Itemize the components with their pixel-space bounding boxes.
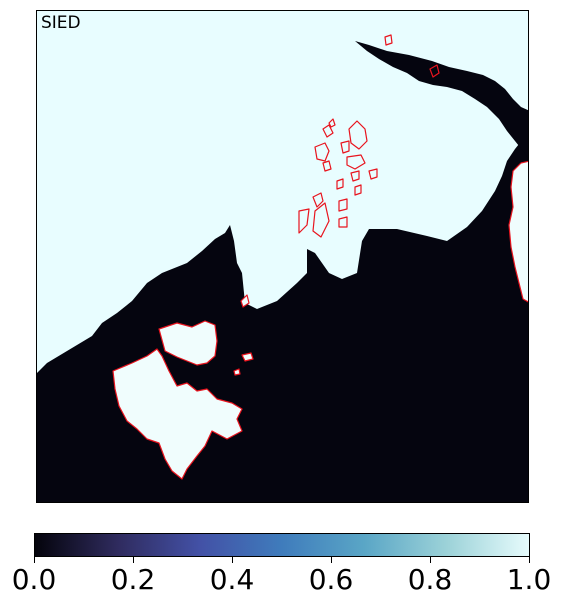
northern-water-patch (355, 41, 528, 159)
colorbar-tick (232, 557, 233, 563)
ice-island-16 (328, 118, 336, 128)
ice-island-1 (348, 120, 368, 150)
ice-island-6 (322, 160, 332, 172)
ice-island-3 (314, 142, 330, 162)
colorbar-tick-label: 1.0 (506, 563, 552, 596)
ice-island-12 (312, 192, 324, 208)
land-southwest-island (112, 348, 243, 480)
ice-island-4 (340, 140, 350, 154)
north-island-2 (429, 64, 440, 78)
colorbar-tick (34, 557, 35, 563)
land-islet-3 (240, 294, 250, 308)
sea-ice-map (36, 10, 529, 503)
land-islet-1 (241, 352, 254, 362)
ice-island-9 (336, 178, 344, 190)
ice-island-5 (346, 154, 366, 170)
colorbar-tick-label: 0.0 (11, 563, 57, 596)
land-east-edge (508, 160, 528, 303)
ice-island-14 (298, 208, 310, 234)
colorbar-tick (331, 557, 332, 563)
land-north-block (158, 320, 218, 366)
north-island-1 (384, 34, 393, 46)
land-islet-2 (233, 368, 241, 376)
colorbar (34, 533, 530, 557)
colorbar-tick-label: 0.8 (407, 563, 453, 596)
colorbar-tick (529, 557, 530, 563)
colorbar-tick (133, 557, 134, 563)
ice-island-11 (338, 198, 348, 212)
ice-island-8 (368, 168, 378, 180)
panel-label: SIED (41, 13, 81, 33)
colorbar-tick-label: 0.6 (308, 563, 354, 596)
ice-island-10 (354, 184, 362, 196)
ice-island-2 (322, 124, 334, 138)
ice-island-15 (338, 216, 348, 228)
colorbar-tick-label: 0.4 (209, 563, 255, 596)
colorbar-tick (430, 557, 431, 563)
ice-island-7 (350, 170, 360, 182)
colorbar-tick-label: 0.2 (110, 563, 156, 596)
ice-island-13 (312, 202, 330, 238)
